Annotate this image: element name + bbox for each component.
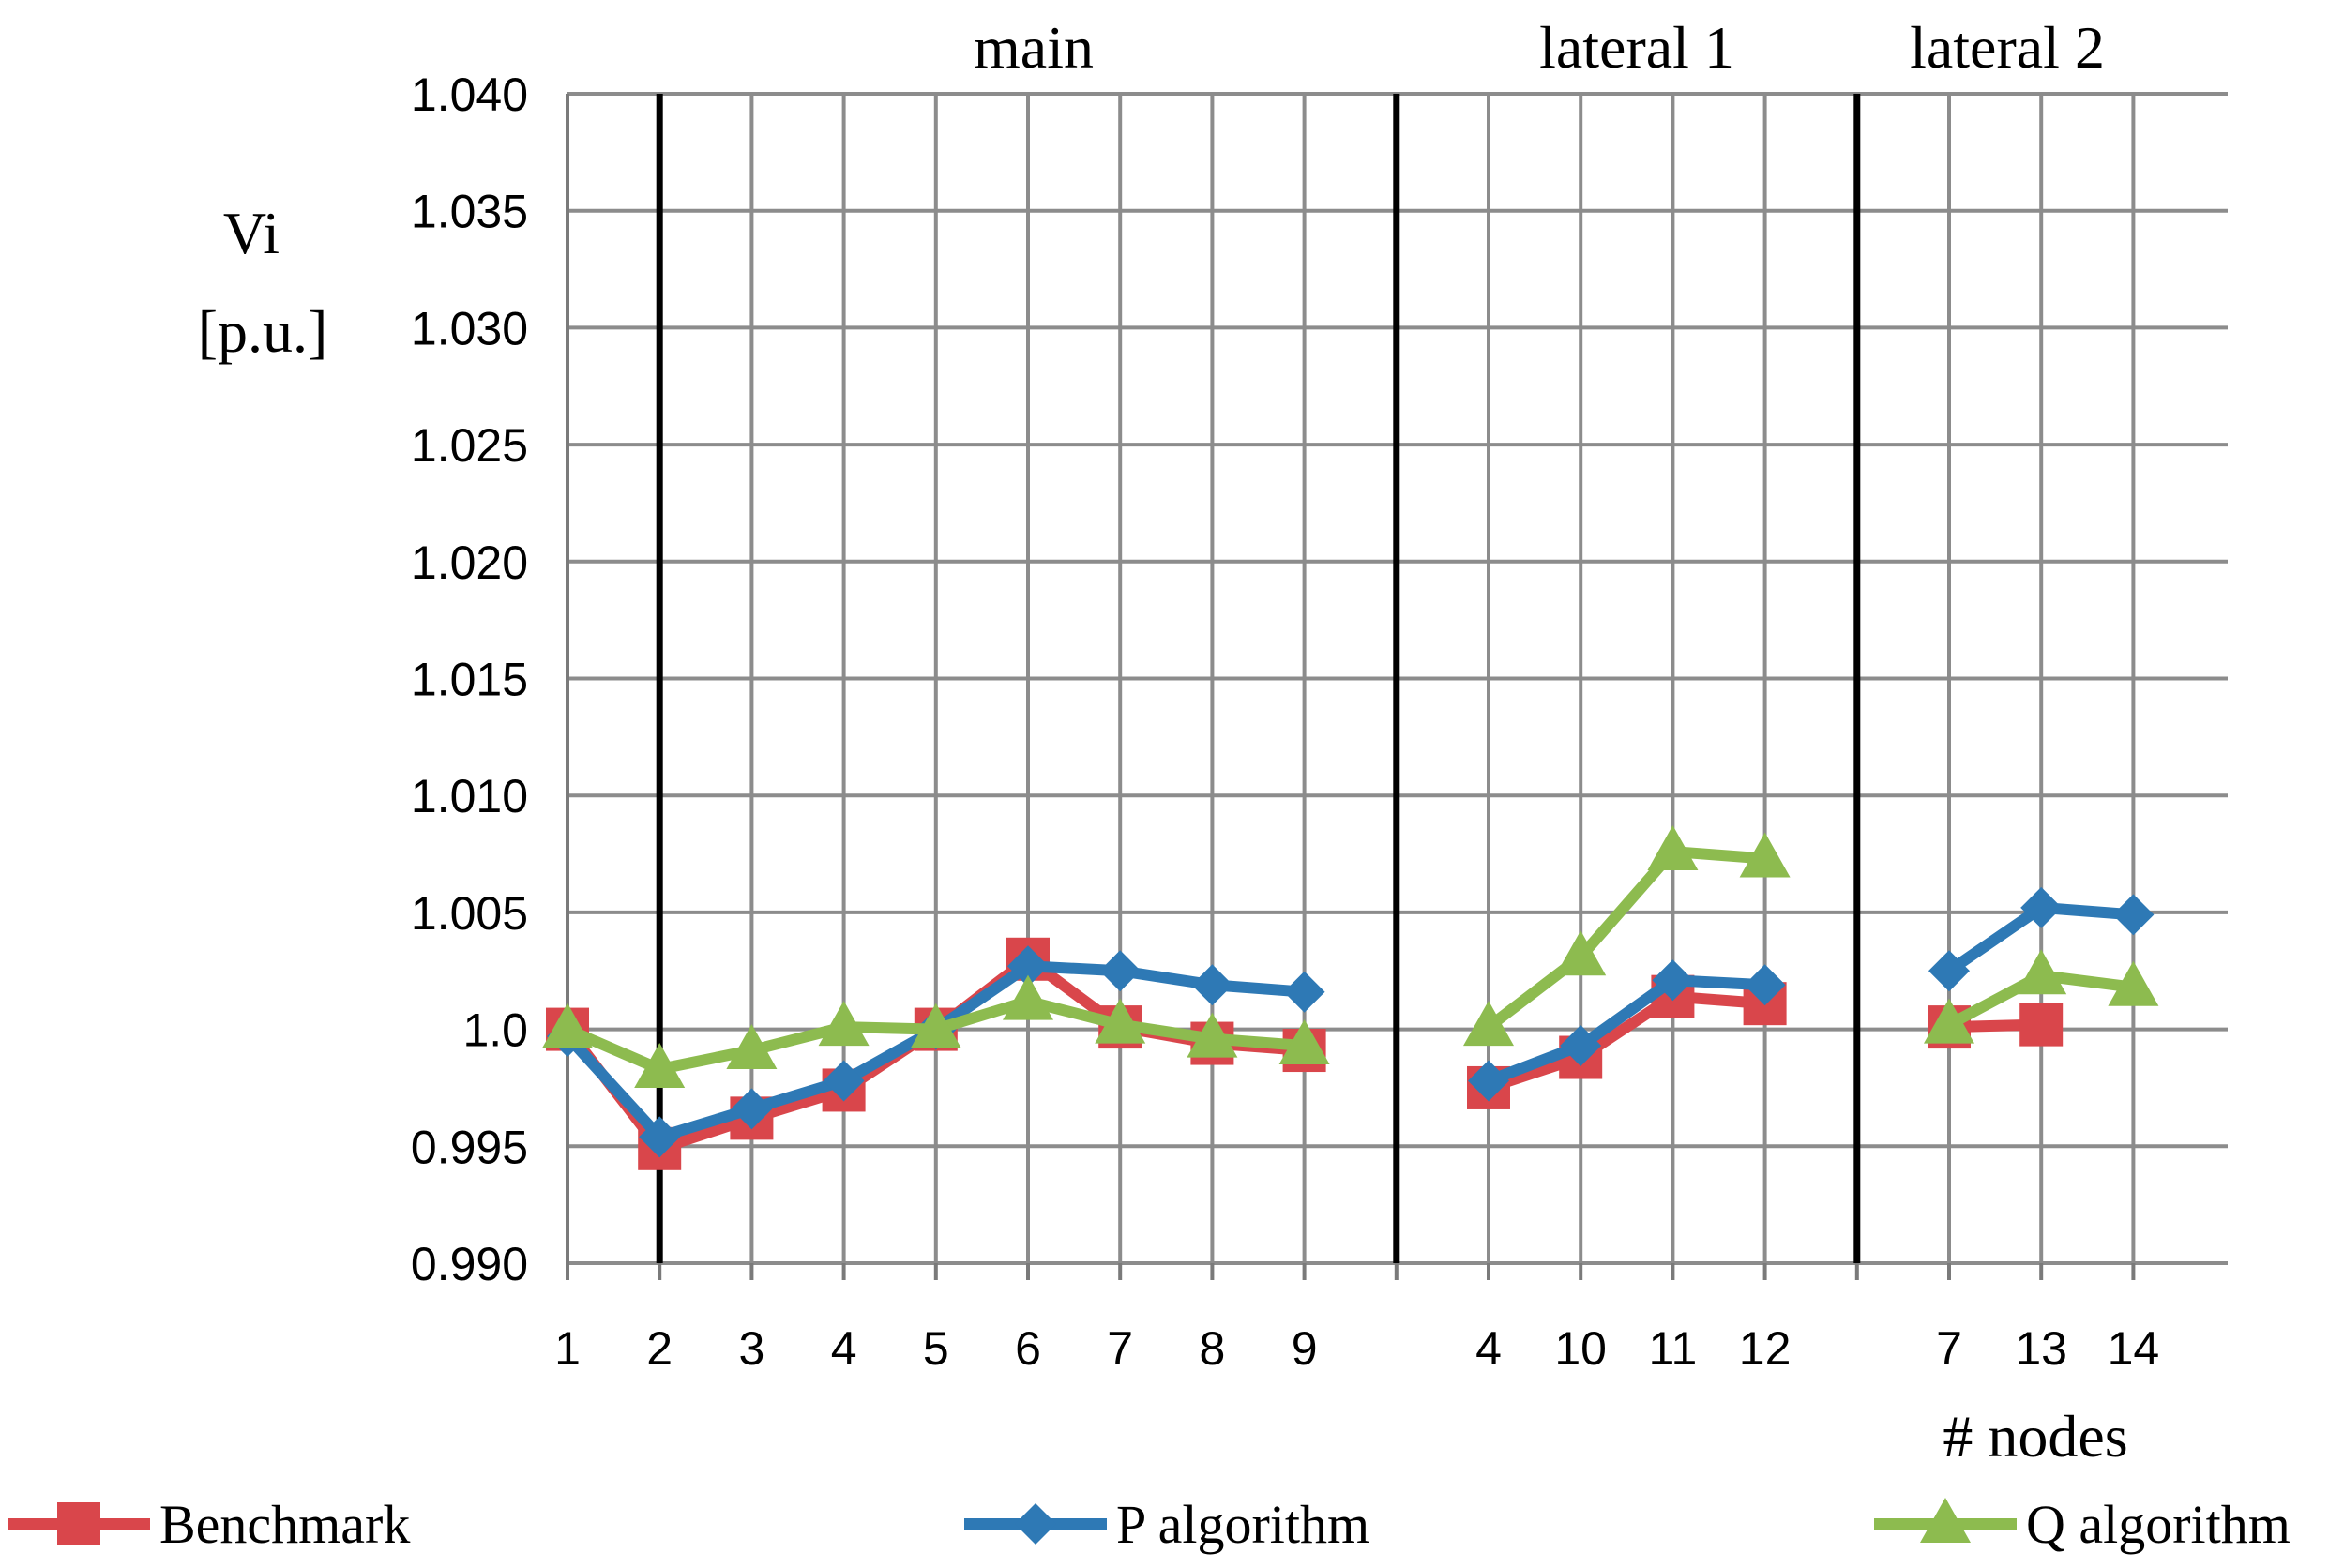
legend-label: Q algorithm — [2026, 1494, 2291, 1555]
x-tick-label: 2 — [646, 1322, 673, 1375]
data-point — [1007, 945, 1049, 988]
y-axis-unit: [p.u.] — [198, 298, 328, 365]
x-tick-label: 5 — [923, 1322, 949, 1375]
legend: Benchmark P algorithm Q algorithm — [8, 1494, 2291, 1555]
x-axis-title: # nodes — [1943, 1403, 2127, 1470]
data-point — [1099, 950, 1142, 992]
legend-marker — [1015, 1503, 1056, 1545]
y-tick-label: 1.035 — [411, 186, 528, 238]
y-tick-label: 1.040 — [411, 68, 528, 121]
data-point — [1187, 1012, 1238, 1058]
data-point — [818, 1001, 870, 1047]
legend-marker — [1920, 1498, 1971, 1543]
data-point — [2019, 1003, 2064, 1047]
y-tick-label: 1.030 — [411, 302, 528, 354]
series-line — [1485, 846, 1766, 1032]
data-point — [1463, 1001, 1514, 1047]
data-point — [726, 1024, 778, 1070]
y-tick-label: 1.010 — [411, 770, 528, 822]
x-axis-tick-labels: 1 2 3 4 5 6 7 8 9 4 10 11 12 7 13 14 — [554, 1322, 2159, 1375]
data-point — [1003, 974, 1053, 1020]
x-tick-label: 4 — [831, 1322, 857, 1375]
y-tick-label: 0.995 — [411, 1121, 528, 1173]
data-point — [2108, 960, 2159, 1006]
y-tick-label: 1.0 — [462, 1004, 528, 1057]
data-point — [1652, 959, 1694, 1002]
data-point — [542, 1003, 593, 1048]
data-point — [1468, 1060, 1509, 1102]
x-tick-label: 14 — [2108, 1322, 2160, 1375]
x-tick-label: 7 — [1936, 1322, 1962, 1375]
section-titles: main lateral 1 lateral 2 — [974, 14, 2105, 81]
legend-label: P algorithm — [1116, 1494, 1369, 1555]
y-tick-label: 1.005 — [411, 887, 528, 940]
data-point — [1924, 998, 1974, 1044]
data-point — [823, 1060, 865, 1102]
section-title: lateral 2 — [1910, 14, 2105, 81]
x-tick-label: 9 — [1292, 1322, 1318, 1375]
y-axis-title: Vi — [223, 200, 280, 266]
series-p-algorithm — [547, 886, 2155, 1158]
section-title: main — [974, 14, 1094, 81]
data-point — [2016, 949, 2067, 995]
x-tick-label: 8 — [1199, 1322, 1225, 1375]
y-tick-label: 1.025 — [411, 419, 528, 472]
x-tick-label: 3 — [738, 1322, 764, 1375]
data-point — [731, 1088, 773, 1130]
data-point — [1739, 832, 1791, 878]
data-point — [1647, 825, 1699, 871]
y-tick-label: 1.020 — [411, 536, 528, 589]
data-point — [910, 1003, 961, 1048]
data-point — [639, 1116, 681, 1158]
legend-item: P algorithm — [964, 1494, 1369, 1555]
x-tick-label: 11 — [1648, 1322, 1697, 1375]
data-point — [1744, 964, 1786, 1006]
y-axis-tick-labels: 1.040 1.035 1.030 1.025 1.020 1.015 1.010 1.005… — [411, 68, 528, 1290]
series-line — [1486, 974, 1765, 1087]
data-point — [1191, 964, 1233, 1006]
x-tick-label: 12 — [1739, 1322, 1792, 1375]
data-point — [1095, 998, 1146, 1044]
y-tick-label: 0.990 — [411, 1238, 528, 1290]
x-tick-label: 7 — [1107, 1322, 1133, 1375]
legend-marker — [57, 1502, 100, 1545]
legend-label: Benchmark — [159, 1494, 410, 1555]
legend-item: Q algorithm — [1874, 1494, 2291, 1555]
x-tick-label: 10 — [1554, 1322, 1607, 1375]
data-point — [2112, 894, 2155, 936]
data-point — [1555, 930, 1607, 976]
series — [542, 825, 2159, 1170]
data-point — [2020, 886, 2063, 928]
series-q-algorithm — [542, 825, 2159, 1088]
data-point — [634, 1042, 686, 1088]
x-tick-label: 1 — [554, 1322, 581, 1375]
x-tick-label: 4 — [1475, 1322, 1502, 1375]
data-point — [1283, 971, 1325, 1013]
data-point — [1278, 1019, 1330, 1065]
data-point — [1928, 950, 1970, 992]
legend-item: Benchmark — [8, 1494, 410, 1555]
y-tick-label: 1.015 — [411, 654, 528, 706]
data-point — [1560, 1025, 1602, 1067]
section-title: lateral 1 — [1539, 14, 1734, 81]
x-tick-label: 13 — [2015, 1322, 2067, 1375]
series-line — [1487, 990, 1766, 1093]
x-tick-label: 6 — [1015, 1322, 1041, 1375]
